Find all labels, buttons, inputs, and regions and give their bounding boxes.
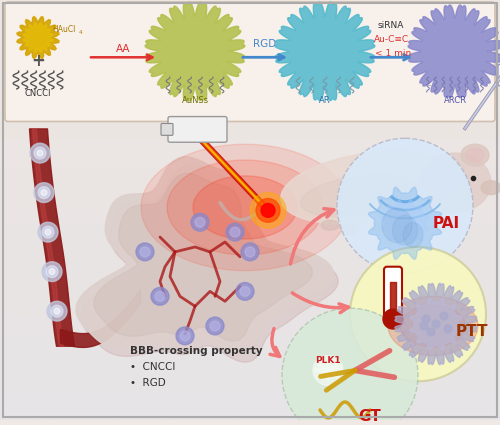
Circle shape bbox=[337, 138, 473, 272]
Polygon shape bbox=[94, 173, 312, 341]
Circle shape bbox=[383, 309, 403, 329]
Circle shape bbox=[46, 266, 58, 278]
Circle shape bbox=[282, 308, 418, 425]
Text: +: + bbox=[31, 52, 45, 70]
Text: 4: 4 bbox=[79, 30, 82, 35]
Polygon shape bbox=[81, 164, 338, 362]
Polygon shape bbox=[23, 23, 53, 52]
Circle shape bbox=[38, 222, 58, 242]
Polygon shape bbox=[193, 176, 297, 239]
Text: AA: AA bbox=[116, 44, 130, 54]
Polygon shape bbox=[395, 283, 477, 365]
Polygon shape bbox=[76, 157, 333, 354]
Circle shape bbox=[210, 321, 220, 331]
Text: •  RGD: • RGD bbox=[130, 378, 166, 388]
Circle shape bbox=[261, 204, 275, 217]
Circle shape bbox=[236, 283, 254, 300]
Circle shape bbox=[47, 301, 67, 321]
Ellipse shape bbox=[392, 215, 417, 245]
Circle shape bbox=[427, 328, 435, 336]
Circle shape bbox=[45, 229, 51, 235]
Circle shape bbox=[432, 320, 440, 328]
FancyBboxPatch shape bbox=[161, 124, 173, 135]
Text: ARCR: ARCR bbox=[444, 96, 466, 105]
Ellipse shape bbox=[481, 181, 500, 195]
Circle shape bbox=[176, 327, 194, 345]
Circle shape bbox=[34, 147, 46, 159]
Circle shape bbox=[240, 286, 250, 296]
Circle shape bbox=[226, 223, 244, 241]
Circle shape bbox=[444, 325, 452, 333]
Circle shape bbox=[151, 287, 169, 305]
Text: BBB-crossing property: BBB-crossing property bbox=[130, 346, 262, 356]
Ellipse shape bbox=[280, 151, 460, 224]
FancyBboxPatch shape bbox=[5, 2, 495, 122]
Circle shape bbox=[195, 217, 205, 227]
Ellipse shape bbox=[403, 223, 423, 247]
Ellipse shape bbox=[371, 222, 389, 232]
Polygon shape bbox=[410, 298, 462, 350]
Polygon shape bbox=[145, 2, 245, 101]
Text: siRNA: siRNA bbox=[378, 21, 404, 30]
Circle shape bbox=[256, 198, 280, 222]
Circle shape bbox=[191, 213, 209, 231]
Ellipse shape bbox=[388, 296, 478, 356]
Polygon shape bbox=[275, 2, 375, 101]
Circle shape bbox=[245, 247, 255, 257]
Circle shape bbox=[30, 143, 50, 163]
Text: AR: AR bbox=[319, 96, 331, 105]
Circle shape bbox=[241, 243, 259, 261]
Circle shape bbox=[136, 243, 154, 261]
FancyBboxPatch shape bbox=[168, 116, 227, 142]
Text: PAI: PAI bbox=[433, 216, 460, 231]
Polygon shape bbox=[408, 5, 500, 98]
Text: •  CNCCI: • CNCCI bbox=[130, 363, 176, 372]
Circle shape bbox=[180, 331, 190, 341]
Text: RGD: RGD bbox=[254, 40, 276, 49]
Circle shape bbox=[34, 183, 54, 202]
Circle shape bbox=[313, 356, 343, 385]
Circle shape bbox=[422, 315, 430, 323]
Circle shape bbox=[38, 187, 50, 198]
Circle shape bbox=[420, 322, 428, 330]
Polygon shape bbox=[368, 187, 442, 259]
Circle shape bbox=[51, 305, 63, 317]
Circle shape bbox=[440, 312, 448, 320]
Text: < 1 min: < 1 min bbox=[375, 49, 411, 58]
Circle shape bbox=[37, 150, 43, 156]
Text: PTT: PTT bbox=[456, 324, 488, 340]
Circle shape bbox=[230, 227, 240, 237]
Polygon shape bbox=[382, 200, 428, 246]
Text: CNCCI: CNCCI bbox=[25, 89, 52, 98]
Circle shape bbox=[42, 226, 54, 238]
Polygon shape bbox=[16, 17, 59, 59]
Circle shape bbox=[42, 262, 62, 281]
FancyBboxPatch shape bbox=[384, 267, 402, 322]
Polygon shape bbox=[141, 144, 349, 271]
Circle shape bbox=[155, 292, 165, 301]
FancyBboxPatch shape bbox=[498, 64, 500, 86]
Circle shape bbox=[206, 317, 224, 335]
Text: PLK1: PLK1 bbox=[315, 356, 340, 365]
Ellipse shape bbox=[300, 174, 420, 217]
Circle shape bbox=[49, 269, 55, 275]
Ellipse shape bbox=[419, 153, 491, 212]
Circle shape bbox=[250, 193, 286, 228]
Ellipse shape bbox=[321, 220, 339, 230]
Ellipse shape bbox=[466, 148, 484, 162]
Text: HAuCl: HAuCl bbox=[52, 25, 76, 34]
Ellipse shape bbox=[341, 224, 359, 234]
Circle shape bbox=[54, 308, 60, 314]
Text: Au-C≡C: Au-C≡C bbox=[374, 35, 409, 45]
Ellipse shape bbox=[461, 144, 489, 166]
Text: AuNSs: AuNSs bbox=[182, 96, 208, 105]
Polygon shape bbox=[167, 160, 323, 255]
Circle shape bbox=[140, 247, 150, 257]
Circle shape bbox=[41, 190, 47, 196]
Ellipse shape bbox=[400, 305, 466, 347]
Ellipse shape bbox=[391, 218, 409, 228]
Circle shape bbox=[350, 247, 486, 381]
Ellipse shape bbox=[382, 208, 412, 243]
Text: GT: GT bbox=[358, 409, 381, 424]
